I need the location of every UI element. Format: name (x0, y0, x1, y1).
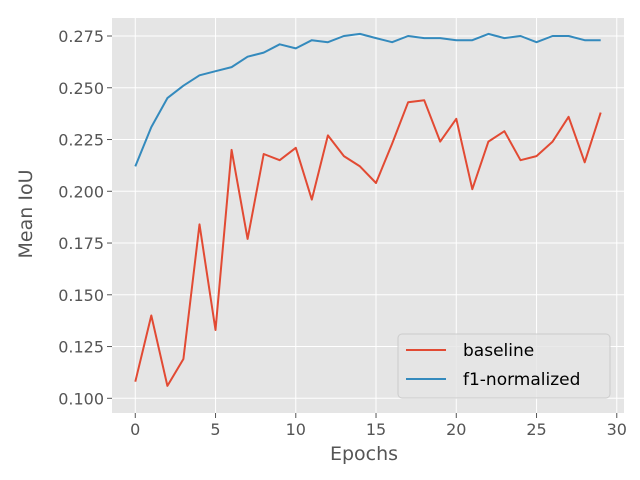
y-tick-label: 0.275 (58, 27, 104, 46)
y-axis-title: Mean IoU (15, 170, 37, 259)
y-tick-label: 0.125 (58, 338, 104, 357)
series-line-baseline (134, 99, 602, 387)
y-tick-label: 0.200 (58, 182, 104, 201)
legend-label-baseline: baseline (463, 341, 534, 361)
legend-label-f1-normalized: f1-normalized (463, 370, 580, 390)
legend-box (397, 333, 611, 399)
data-lines (134, 32, 602, 387)
legend: baseline f1-normalized (397, 333, 611, 399)
x-axis-title: Epochs (330, 443, 398, 465)
x-axis: 0 5 10 15 20 25 30 (130, 413, 627, 439)
series-line-f1-normalized (134, 32, 601, 167)
x-tick-label: 25 (526, 420, 546, 439)
x-tick-label: 5 (210, 420, 220, 439)
y-tick-label: 0.175 (58, 234, 104, 253)
x-tick-label: 10 (286, 420, 306, 439)
y-tick-label: 0.100 (58, 389, 104, 408)
y-axis: 0.100 0.125 0.150 0.175 0.200 0.225 0.250 0.275 (58, 27, 112, 408)
x-tick-label: 15 (366, 420, 386, 439)
y-tick-label: 0.225 (58, 131, 104, 150)
x-tick-label: 20 (446, 420, 466, 439)
y-tick-label: 0.250 (58, 79, 104, 98)
y-tick-label: 0.150 (58, 286, 104, 305)
x-tick-label: 30 (607, 420, 627, 439)
x-tick-label: 0 (130, 420, 140, 439)
